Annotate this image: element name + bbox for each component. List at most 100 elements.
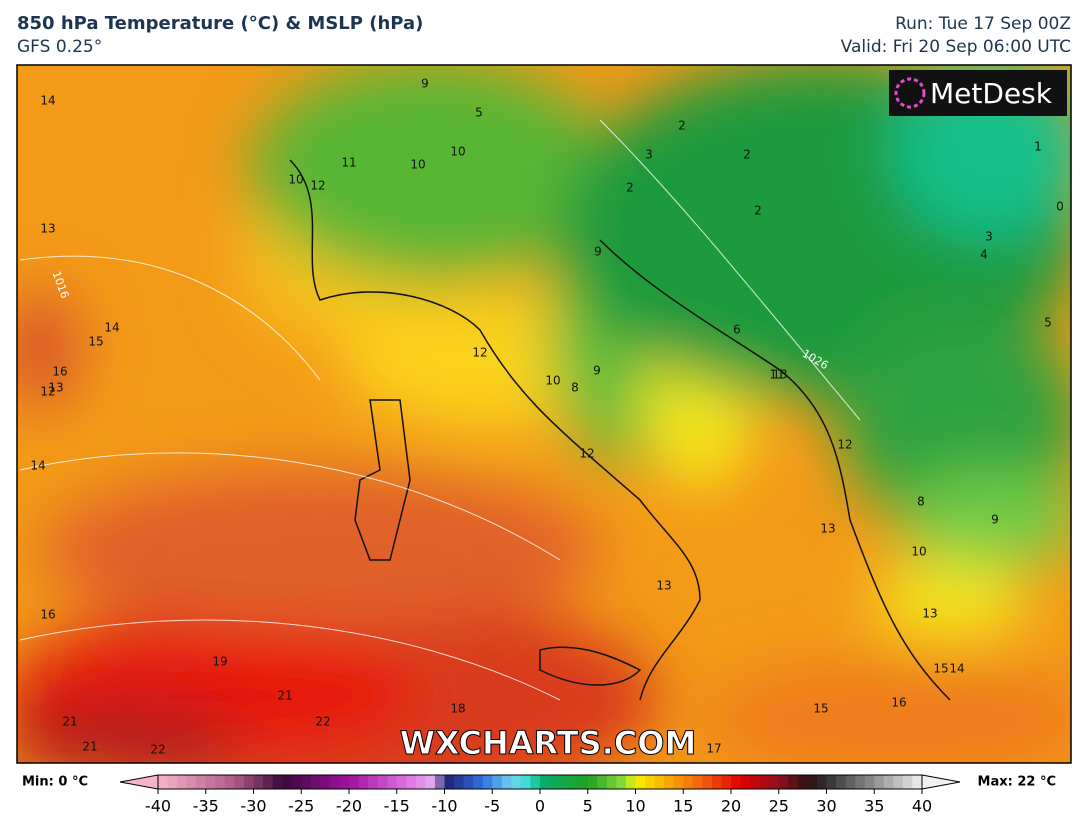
contour-label: 9 (991, 513, 999, 527)
contour-label: 10 (450, 145, 465, 159)
contour-label: 10 (410, 158, 425, 172)
contour-label: 12 (472, 346, 487, 360)
colorbar-cell (702, 775, 713, 789)
colorbar-cell (368, 775, 379, 789)
colorbar-tick-label: 5 (583, 797, 593, 816)
colorbar-cell (912, 775, 923, 789)
contour-label: 13 (40, 222, 55, 236)
colorbar-cell (855, 775, 866, 789)
contour-label: 1 (1034, 140, 1042, 154)
contour-label: 11 (769, 368, 784, 382)
contour-label: 3 (985, 230, 993, 244)
legend-max: Max: 22 °C (978, 775, 1056, 790)
colorbar-tick-label: -15 (384, 797, 410, 816)
contour-label: 5 (475, 106, 483, 120)
contour-label: 15 (813, 702, 828, 716)
colorbar-cell (377, 775, 388, 789)
colorbar-cell (310, 775, 321, 789)
colorbar-tick-label: -20 (336, 797, 362, 816)
colorbar-cell (883, 775, 894, 789)
contour-label: 22 (315, 715, 330, 729)
colorbar-cell (740, 775, 751, 789)
colorbar-cell (463, 775, 474, 789)
colorbar-cell (788, 775, 799, 789)
contour-label: 13 (656, 579, 671, 593)
colorbar-cell (253, 775, 264, 789)
colorbar-cell (282, 775, 293, 789)
contour-label: 2 (678, 119, 686, 133)
contour-label: 14 (30, 459, 45, 473)
colorbar-cell (597, 775, 608, 789)
contour-label: 2 (743, 148, 751, 162)
contour-label: 14 (949, 662, 964, 676)
colorbar-cell (434, 775, 445, 789)
colorbar-cell (473, 775, 484, 789)
colorbar-cell (406, 775, 417, 789)
map-title: 850 hPa Temperature (°C) & MSLP (hPa) (17, 13, 424, 34)
contour-label: 8 (917, 495, 925, 509)
colorbar-cell (578, 775, 589, 789)
logo-text: MetDesk (930, 77, 1053, 110)
contour-label: 9 (594, 245, 602, 259)
colorbar-cell (874, 775, 885, 789)
colorbar-cell (444, 775, 455, 789)
colorbar-tick-label: 15 (673, 797, 693, 816)
colorbar-cell (826, 775, 837, 789)
colorbar-cell (836, 775, 847, 789)
colorbar-cell (339, 775, 350, 789)
colorbar-cell (625, 775, 636, 789)
contour-label: 3 (645, 148, 653, 162)
contour-label: 16 (40, 608, 55, 622)
colorbar-cell (396, 775, 407, 789)
colorbar-cell (778, 775, 789, 789)
colorbar-cell (263, 775, 274, 789)
contour-label: 2 (626, 181, 634, 195)
colorbar-tick-label: -35 (193, 797, 219, 816)
colorbar-tick-label: 0 (535, 797, 545, 816)
colorbar-cell (807, 775, 818, 789)
colorbar-cell (272, 775, 283, 789)
colorbar-cell (511, 775, 522, 789)
colorbar-cell (606, 775, 617, 789)
contour-label: 2 (754, 204, 762, 218)
colorbar-cell (769, 775, 780, 789)
contour-label: 12 (837, 438, 852, 452)
contour-label: 18 (450, 702, 465, 716)
colorbar-cell (587, 775, 598, 789)
colorbar-cell (177, 775, 188, 789)
colorbar-tick-label: -25 (288, 797, 314, 816)
colorbar-cell (520, 775, 531, 789)
contour-label: 4 (980, 248, 988, 262)
colorbar-cell (291, 775, 302, 789)
contour-label: 11 (341, 156, 356, 170)
colorbar-cell (816, 775, 827, 789)
contour-label: 13 (772, 368, 787, 382)
colorbar-cell (635, 775, 646, 789)
colorbar-cell (797, 775, 808, 789)
contour-label: 21 (82, 740, 97, 754)
colorbar-cell (186, 775, 197, 789)
colorbar-cell (224, 775, 235, 789)
colorbar-tick-label: -40 (145, 797, 171, 816)
contour-label: 12 (579, 447, 594, 461)
colorbar-cell (349, 775, 360, 789)
colorbar-cell (158, 775, 169, 789)
colorbar-cell (540, 775, 551, 789)
colorbar-cell (731, 775, 742, 789)
contour-label: 21 (62, 715, 77, 729)
contour-label: 12 (310, 179, 325, 193)
colorbar-cell (759, 775, 770, 789)
colorbar-cell (549, 775, 560, 789)
colorbar-cell (415, 775, 426, 789)
contour-label: 10 (545, 374, 560, 388)
colorbar-cell (320, 775, 331, 789)
valid-time: Valid: Fri 20 Sep 06:00 UTC (840, 37, 1071, 57)
colorbar-cell (387, 775, 398, 789)
colorbar-cell (902, 775, 913, 789)
colorbar-cell (425, 775, 436, 789)
watermark: WXCHARTS.COM (400, 724, 697, 762)
contour-label: 5 (1044, 316, 1052, 330)
contour-label: 15 (933, 662, 948, 676)
